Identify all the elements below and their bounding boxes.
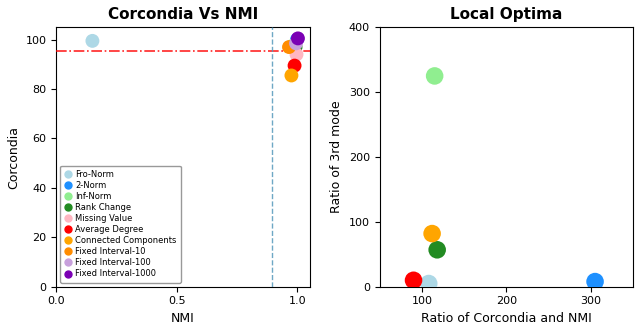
Point (429, 73, 440, 79)
Point (590, 279, 600, 284)
Y-axis label: Corcondia: Corcondia (7, 125, 20, 189)
Point (432, 247, 442, 252)
Title: Local Optima: Local Optima (450, 7, 563, 22)
Point (87, 38, 97, 43)
Point (291, 44, 301, 50)
Point (291, 52, 301, 57)
Legend: Fro-Norm, 2-Norm, Inf-Norm, Rank Change, Missing Value, Average Degree, Connecte: Fro-Norm, 2-Norm, Inf-Norm, Rank Change,… (60, 166, 181, 283)
Point (286, 73, 296, 78)
Point (284, 44, 294, 50)
Point (427, 231, 437, 236)
Point (293, 36, 303, 41)
Point (292, 37, 302, 42)
X-axis label: Ratio of Corcondia and NMI: Ratio of Corcondia and NMI (421, 312, 592, 325)
Point (291, 41, 301, 46)
Point (287, 43, 298, 48)
Title: Corcondia Vs NMI: Corcondia Vs NMI (108, 7, 258, 22)
Point (424, 281, 434, 286)
Point (289, 63, 300, 68)
Y-axis label: Ratio of 3rd mode: Ratio of 3rd mode (330, 101, 343, 213)
Point (408, 278, 419, 283)
X-axis label: NMI: NMI (171, 312, 195, 325)
